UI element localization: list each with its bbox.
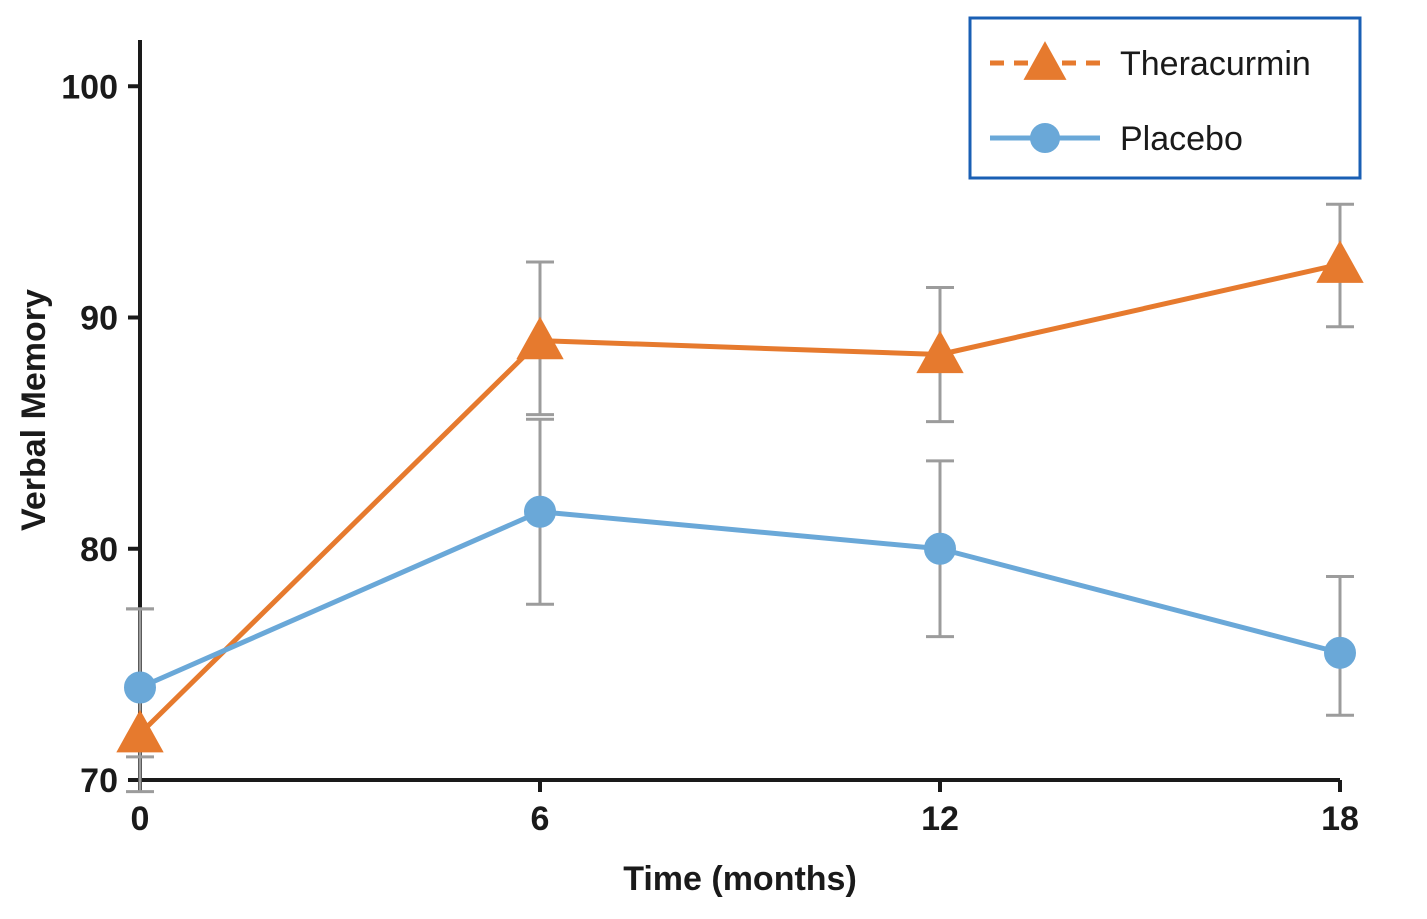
y-axis-label: Verbal Memory bbox=[15, 289, 53, 531]
x-axis-label: Time (months) bbox=[623, 860, 857, 898]
legend-label: Theracurmin bbox=[1120, 45, 1311, 83]
x-tick-label: 12 bbox=[921, 800, 959, 838]
chart-container: 70 80 90 100 0 6 12 18 Time (months) Verbal Memor… bbox=[0, 0, 1427, 919]
legend: Theracurmin Placebo bbox=[970, 18, 1360, 178]
legend-label: Placebo bbox=[1120, 120, 1243, 158]
legend-marker bbox=[1031, 124, 1059, 152]
x-tick-label: 6 bbox=[531, 800, 550, 838]
y-tick-label: 70 bbox=[80, 762, 118, 800]
chart-svg: 70 80 90 100 0 6 12 18 Time (months) Verbal Memor… bbox=[0, 0, 1427, 919]
series-marker bbox=[125, 673, 155, 703]
series-marker bbox=[518, 319, 562, 359]
x-tick-label: 18 bbox=[1321, 800, 1359, 838]
x-tick-label: 0 bbox=[131, 800, 150, 838]
series-marker bbox=[525, 497, 555, 527]
series-line bbox=[140, 264, 1340, 733]
y-tick-label: 80 bbox=[80, 531, 118, 569]
series-line bbox=[140, 512, 1340, 688]
series-marker bbox=[1318, 242, 1362, 282]
y-tick-label: 100 bbox=[61, 68, 118, 106]
series-marker bbox=[1325, 638, 1355, 668]
y-tick-label: 90 bbox=[80, 300, 118, 338]
series-marker bbox=[925, 534, 955, 564]
